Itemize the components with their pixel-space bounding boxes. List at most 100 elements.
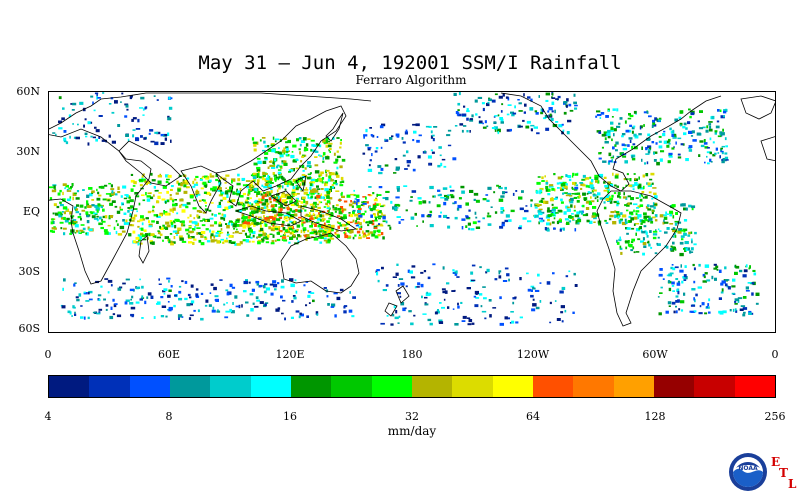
- rain-pixel: [76, 190, 80, 193]
- rain-pixel: [171, 198, 174, 201]
- rain-pixel: [506, 317, 510, 320]
- rain-pixel: [284, 193, 287, 197]
- rain-pixel: [327, 140, 330, 143]
- rain-pixel: [553, 217, 556, 220]
- rain-pixel: [135, 286, 141, 289]
- rain-pixel: [178, 235, 183, 239]
- rain-pixel: [322, 157, 325, 160]
- rain-pixel: [466, 117, 469, 121]
- rain-pixel: [170, 285, 173, 288]
- rain-pixel: [98, 298, 101, 302]
- rain-pixel: [49, 186, 54, 189]
- rain-pixel: [98, 186, 102, 189]
- rain-pixel: [392, 313, 395, 317]
- rain-pixel: [635, 251, 640, 253]
- rain-pixel: [218, 179, 221, 184]
- rain-pixel: [673, 133, 677, 136]
- rain-pixel: [712, 141, 715, 144]
- rain-pixel: [325, 183, 328, 187]
- rain-pixel: [299, 313, 304, 317]
- rain-pixel: [246, 235, 251, 238]
- rain-pixel: [133, 214, 138, 217]
- rain-pixel: [167, 132, 170, 136]
- rain-pixel: [646, 182, 649, 185]
- rain-pixel: [620, 212, 623, 215]
- rain-pixel: [303, 154, 307, 157]
- rain-pixel: [87, 316, 90, 320]
- rain-pixel: [385, 190, 390, 193]
- rain-pixel: [254, 305, 259, 308]
- rain-pixel: [109, 202, 113, 206]
- rain-pixel: [443, 214, 448, 218]
- rain-pixel: [607, 135, 611, 139]
- rain-pixel: [734, 303, 738, 305]
- rain-pixel: [426, 291, 428, 294]
- rain-pixel: [324, 182, 327, 186]
- rain-pixel: [179, 237, 184, 241]
- rain-pixel: [565, 174, 568, 178]
- rain-pixel: [668, 273, 672, 277]
- rain-pixel: [486, 102, 490, 107]
- rain-pixel: [129, 224, 133, 227]
- rain-pixel: [466, 317, 471, 319]
- rain-pixel: [575, 220, 578, 224]
- rain-pixel: [257, 240, 261, 245]
- rain-pixel: [454, 125, 458, 127]
- rain-pixel: [97, 294, 102, 297]
- rain-pixel: [326, 220, 330, 223]
- rain-pixel: [294, 229, 299, 233]
- rain-pixel: [502, 280, 508, 282]
- rain-pixel: [608, 160, 612, 163]
- rain-pixel: [293, 296, 297, 300]
- rain-pixel: [535, 203, 540, 206]
- rain-pixel: [210, 187, 214, 191]
- rain-pixel: [309, 231, 314, 235]
- rain-pixel: [124, 103, 129, 106]
- rain-pixel: [70, 222, 74, 224]
- rain-pixel: [537, 209, 542, 213]
- rain-pixel: [237, 190, 240, 194]
- rain-pixel: [380, 322, 385, 325]
- rain-pixel: [567, 131, 570, 134]
- rain-pixel: [362, 152, 366, 155]
- rain-pixel: [642, 196, 645, 199]
- rain-pixel: [402, 307, 406, 312]
- rain-pixel: [256, 299, 260, 302]
- rain-pixel: [293, 168, 295, 172]
- rain-pixel: [117, 124, 121, 127]
- rain-pixel: [76, 298, 80, 302]
- rain-pixel: [328, 197, 333, 200]
- rain-pixel: [325, 139, 328, 143]
- rain-pixel: [304, 209, 307, 212]
- rain-pixel: [693, 280, 696, 284]
- rain-pixel: [125, 222, 130, 225]
- rain-pixel: [603, 131, 608, 135]
- rain-pixel: [231, 178, 236, 182]
- colorbar-segment: [169, 376, 211, 397]
- rain-pixel: [261, 184, 264, 187]
- rain-pixel: [395, 310, 398, 314]
- rain-pixel: [167, 174, 172, 178]
- rain-pixel: [256, 194, 258, 198]
- rain-pixel: [541, 180, 545, 182]
- rain-pixel: [269, 283, 274, 286]
- rain-pixel: [323, 229, 328, 231]
- lat-label-30n: 30N: [16, 145, 40, 158]
- rain-pixel: [636, 216, 640, 220]
- rain-pixel: [672, 215, 675, 219]
- rain-pixel: [173, 220, 176, 224]
- rain-pixel: [237, 178, 241, 182]
- rain-pixel: [633, 209, 635, 213]
- rain-pixel: [263, 206, 267, 209]
- rain-pixel: [80, 217, 82, 221]
- rain-pixel: [132, 117, 137, 120]
- rain-pixel: [457, 102, 461, 106]
- rain-pixel: [324, 225, 326, 230]
- rain-pixel: [82, 227, 86, 231]
- rain-pixel: [188, 317, 192, 320]
- rain-pixel: [88, 187, 93, 190]
- rain-pixel: [241, 304, 243, 308]
- rain-pixel: [313, 230, 318, 233]
- rain-pixel: [576, 200, 580, 203]
- rain-pixel: [65, 184, 69, 188]
